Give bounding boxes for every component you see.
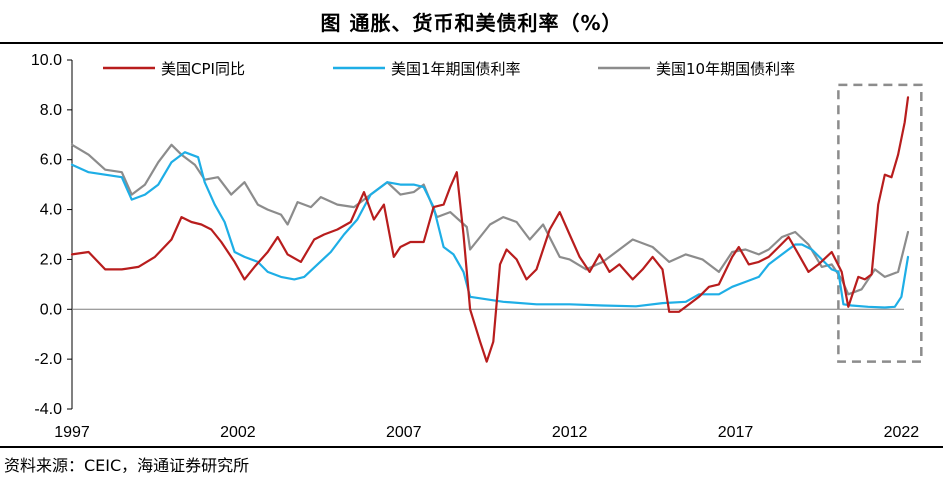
x-tick-label: 2017 (718, 424, 754, 441)
legend-label-y1: 美国1年期国债利率 (391, 60, 521, 78)
legend-label-y10: 美国10年期国债利率 (656, 60, 795, 78)
y-tick-label: 10.0 (31, 52, 62, 69)
y-tick-label: 6.0 (40, 152, 62, 169)
x-tick-label: 2022 (884, 424, 920, 441)
highlight-box-layer (837, 83, 923, 363)
x-tick-label: 2002 (220, 424, 256, 441)
y-tick-label: 4.0 (40, 202, 62, 219)
legend: 美国CPI同比 美国1年期国债利率 美国10年期国债利率 (103, 60, 795, 78)
line-chart: 10.0 8.0 6.0 4.0 2.0 0.0 -2.0 -4.0 1997 2002 2007 2… (31, 52, 923, 441)
series-line-y10 (70, 143, 910, 296)
x-tick-label: 2012 (552, 424, 588, 441)
chart-axes: 10.0 8.0 6.0 4.0 2.0 0.0 -2.0 -4.0 1997 2002 2007 2… (31, 52, 919, 441)
chart-title-bar: 图 通胀、货币和美债利率（%） (0, 0, 943, 42)
y-tick-label: -4.0 (34, 401, 62, 418)
legend-label-cpi: 美国CPI同比 (161, 60, 245, 78)
title-divider (0, 42, 943, 44)
y-tick-label: 2.0 (40, 251, 62, 268)
x-tick-label: 2007 (386, 424, 422, 441)
series-layer (70, 96, 910, 363)
series-line-cpi (70, 96, 910, 363)
source-note: 资料来源：CEIC，海通证券研究所 (4, 456, 250, 475)
y-tick-label: 8.0 (40, 102, 62, 119)
y-tick-label: 0.0 (40, 301, 62, 318)
highlight-box (837, 83, 923, 363)
y-tick-label: -2.0 (34, 351, 62, 368)
series-line-y1 (70, 151, 910, 309)
chart-title: 图 通胀、货币和美债利率（%） (320, 10, 623, 35)
x-tick-label: 1997 (54, 424, 90, 441)
footer-divider (0, 446, 943, 448)
